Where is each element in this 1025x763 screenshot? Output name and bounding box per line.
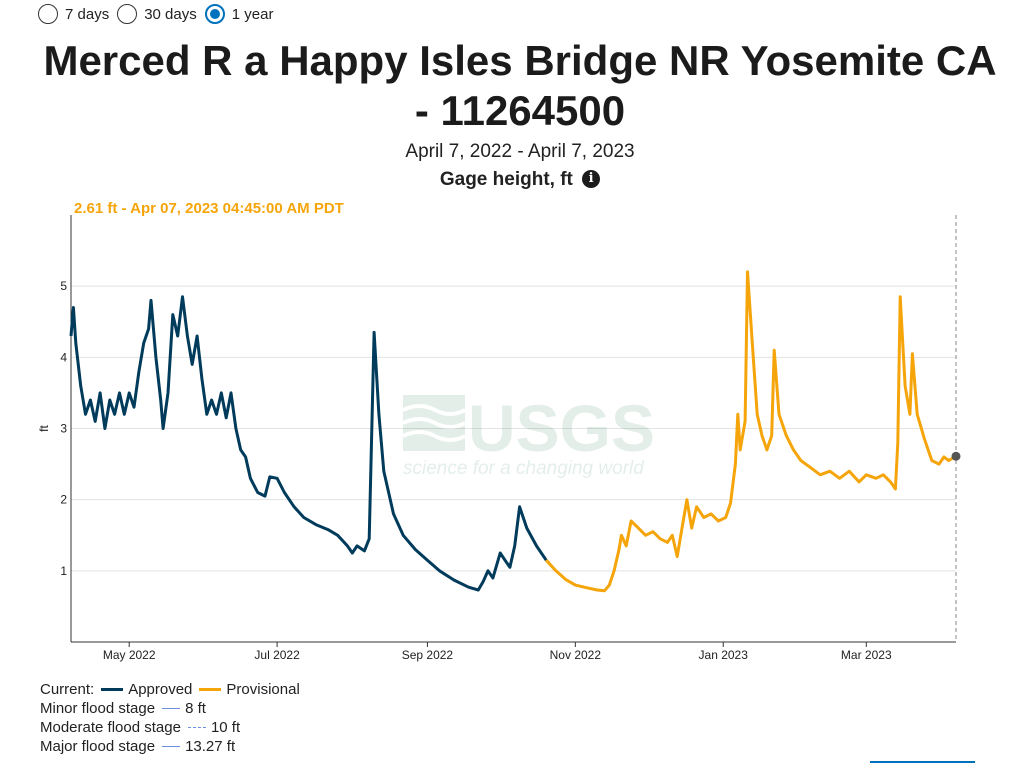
x-tick-label: Jan 2023 xyxy=(699,648,749,662)
series-line-approved xyxy=(69,295,548,592)
x-tick-label: Nov 2022 xyxy=(550,648,602,662)
legend-flood-row-moderate: Moderate flood stage 10 ft xyxy=(40,718,300,737)
page-title: Merced R a Happy Isles Bridge NR Yosemit… xyxy=(20,36,1020,136)
period-option-1-year[interactable]: 1 year xyxy=(204,4,274,24)
x-tick-label: May 2022 xyxy=(103,648,156,662)
y-tick-label: 3 xyxy=(60,422,67,436)
flood-stage-value: 10 ft xyxy=(210,719,241,736)
usgs-watermark-tagline: science for a changing world xyxy=(403,458,645,479)
usgs-watermark-logo: USGS xyxy=(468,391,655,465)
radio-button-icon[interactable] xyxy=(38,4,58,24)
legend-provisional-label: Provisional xyxy=(226,681,300,698)
period-option-label: 30 days xyxy=(144,5,197,23)
y-axis-label: ft xyxy=(37,425,51,432)
chart-axes: 1 2 3 4 5 ft May 2022 Jul 2022 Sep 2022 Nov 2022 J… xyxy=(37,215,957,662)
legend-flood-row-major: Major flood stage 13.27 ft xyxy=(40,737,300,756)
y-tick-label: 1 xyxy=(60,564,67,578)
current-value-point xyxy=(951,451,961,461)
flood-stage-label: Major flood stage xyxy=(40,738,156,755)
period-option-label: 7 days xyxy=(65,5,110,23)
chart-legend: Current: Approved Provisional Minor floo… xyxy=(40,680,300,756)
y-tick-label: 4 xyxy=(60,350,67,364)
usgs-logo-wave-icon xyxy=(402,395,466,451)
chart-series xyxy=(69,270,961,593)
legend-current-label: Current: xyxy=(40,681,95,698)
y-tick-label: 2 xyxy=(60,493,67,507)
flood-stage-swatch xyxy=(162,708,181,709)
page-title-line2: - 11264500 xyxy=(414,87,626,134)
chart-grid xyxy=(71,285,956,572)
footer-link-underline[interactable] xyxy=(870,761,975,763)
period-selector: 7 days 30 days 1 year xyxy=(38,4,281,24)
radio-button-selected-icon[interactable] xyxy=(204,4,225,24)
flood-stage-value: 8 ft xyxy=(185,700,206,717)
parameter-heading: Gage height, ft i xyxy=(20,169,1020,191)
x-tick-label: Mar 2023 xyxy=(841,648,892,662)
info-icon[interactable]: i xyxy=(582,170,601,188)
legend-current-row: Current: Approved Provisional xyxy=(40,680,300,699)
flood-stage-swatch xyxy=(162,746,181,747)
legend-approved-swatch xyxy=(101,688,124,691)
x-tick-label: Jul 2022 xyxy=(254,648,300,662)
flood-stage-swatch xyxy=(187,727,206,728)
period-option-30-days[interactable]: 30 days xyxy=(117,4,197,24)
y-tick-label: 5 xyxy=(60,279,67,293)
period-option-7-days[interactable]: 7 days xyxy=(38,4,109,24)
flood-stage-value: 13.27 ft xyxy=(185,738,236,755)
usgs-watermark: USGS science for a changing world xyxy=(402,391,655,479)
series-line-provisional xyxy=(545,270,957,593)
legend-approved-label: Approved xyxy=(128,681,193,698)
date-range: April 7, 2022 - April 7, 2023 xyxy=(405,141,635,162)
page-title-line1: Merced R a Happy Isles Bridge NR Yosemit… xyxy=(43,37,997,84)
flood-stage-label: Moderate flood stage xyxy=(40,719,181,736)
legend-flood-row-minor: Minor flood stage 8 ft xyxy=(40,699,300,718)
legend-provisional-swatch xyxy=(199,688,222,691)
radio-button-icon[interactable] xyxy=(117,4,138,24)
x-tick-label: Sep 2022 xyxy=(402,648,454,662)
current-value-label: 2.61 ft - Apr 07, 2023 04:45:00 AM PDT xyxy=(74,200,344,217)
flood-stage-label: Minor flood stage xyxy=(40,700,156,717)
period-option-label: 1 year xyxy=(231,5,274,23)
parameter-label: Gage height, ft xyxy=(439,169,573,190)
